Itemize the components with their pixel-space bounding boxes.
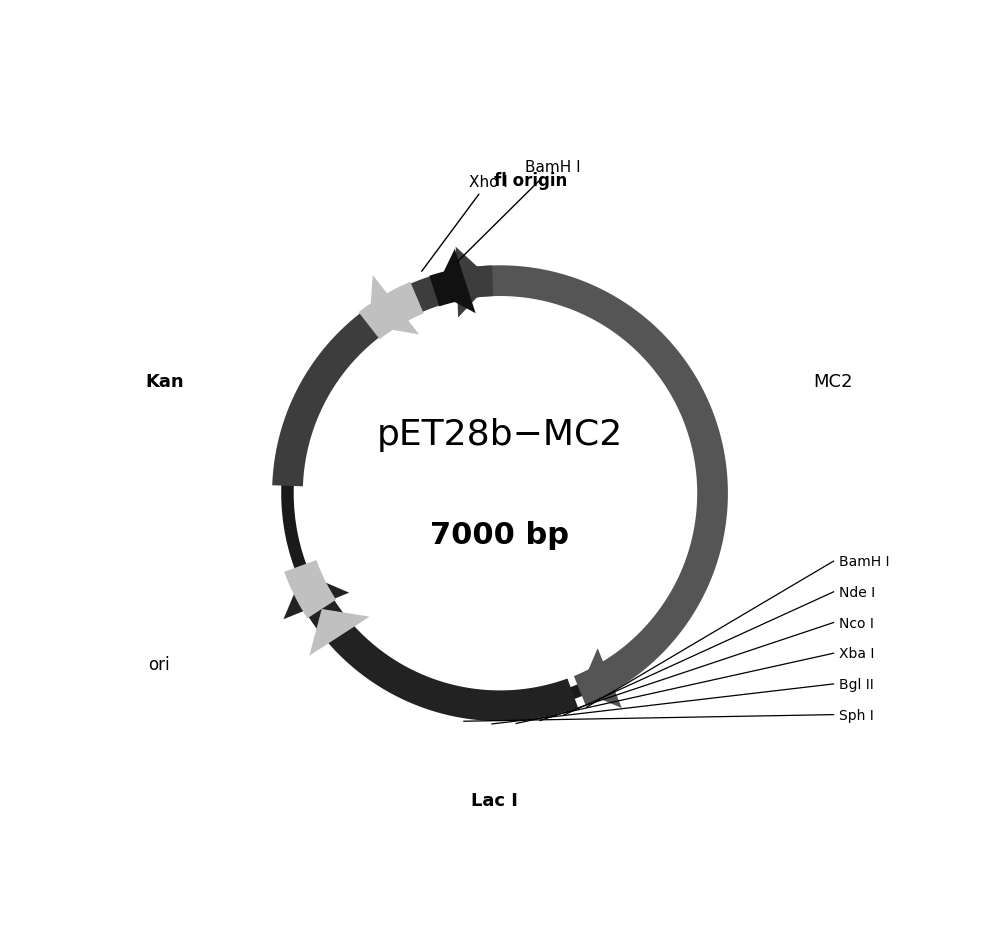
Text: Nde I: Nde I — [839, 585, 876, 599]
Polygon shape — [580, 648, 622, 708]
Text: Xho I: Xho I — [422, 175, 508, 272]
Polygon shape — [456, 248, 493, 318]
Polygon shape — [289, 567, 578, 722]
Text: fl origin: fl origin — [494, 172, 567, 190]
Polygon shape — [441, 266, 728, 704]
Text: Lac I: Lac I — [471, 791, 518, 809]
Polygon shape — [429, 268, 466, 307]
Text: Bgl II: Bgl II — [839, 677, 874, 691]
Text: Nco I: Nco I — [839, 616, 874, 630]
Text: 7000 bp: 7000 bp — [430, 521, 569, 549]
Polygon shape — [369, 276, 419, 335]
Polygon shape — [272, 267, 493, 486]
Text: ori: ori — [148, 656, 169, 674]
Text: MC2: MC2 — [813, 372, 852, 390]
Polygon shape — [283, 573, 349, 620]
Polygon shape — [434, 249, 476, 314]
Text: BamH I: BamH I — [839, 554, 890, 568]
Polygon shape — [309, 609, 370, 656]
Polygon shape — [359, 283, 424, 340]
Text: BamH I: BamH I — [457, 160, 581, 263]
Text: Xba I: Xba I — [839, 646, 875, 661]
Text: Kan: Kan — [146, 372, 184, 390]
Polygon shape — [284, 561, 336, 619]
Text: Sph I: Sph I — [839, 708, 874, 722]
Text: pET28b−MC2: pET28b−MC2 — [377, 418, 623, 451]
